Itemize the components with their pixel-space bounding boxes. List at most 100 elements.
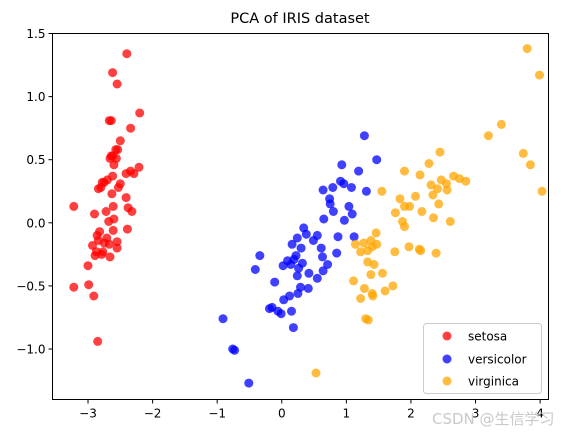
point-versicolor-48 xyxy=(303,283,313,293)
point-versicolor-41 xyxy=(318,266,328,276)
point-virginica-57 xyxy=(363,315,373,325)
point-versicolor-24 xyxy=(287,239,297,249)
point-versicolor-16 xyxy=(339,215,349,225)
point-setosa-9 xyxy=(113,145,123,155)
point-virginica-18 xyxy=(377,186,387,196)
point-setosa-52 xyxy=(83,261,93,271)
point-virginica-9 xyxy=(415,170,425,180)
point-versicolor-39 xyxy=(304,268,314,278)
watermark: CSDN @生信学习 xyxy=(432,410,555,428)
point-setosa-16 xyxy=(129,169,139,179)
point-virginica-47 xyxy=(366,270,376,280)
point-setosa-4 xyxy=(106,116,116,126)
point-setosa-46 xyxy=(104,239,114,249)
legend-marker-virginica xyxy=(442,376,452,386)
point-setosa-55 xyxy=(84,280,94,290)
y-tick-label-5: 1.5 xyxy=(26,27,45,41)
point-virginica-26 xyxy=(429,213,438,223)
point-versicolor-5 xyxy=(339,179,349,189)
point-virginica-28 xyxy=(434,199,444,209)
point-versicolor-35 xyxy=(286,260,296,269)
point-virginica-17 xyxy=(428,190,438,200)
point-virginica-29 xyxy=(445,217,455,226)
legend-marker-setosa xyxy=(442,331,452,341)
y-tick-label-1: −0.5 xyxy=(16,279,45,293)
point-virginica-0 xyxy=(522,44,532,54)
point-virginica-3 xyxy=(483,131,493,141)
point-virginica-2 xyxy=(496,119,506,129)
point-versicolor-38 xyxy=(250,265,260,274)
point-setosa-28 xyxy=(121,193,131,203)
point-versicolor-55 xyxy=(218,314,228,324)
point-versicolor-57 xyxy=(230,345,240,355)
point-setosa-56 xyxy=(89,291,99,301)
point-versicolor-42 xyxy=(312,273,322,283)
point-versicolor-12 xyxy=(344,201,354,211)
point-virginica-49 xyxy=(349,276,358,286)
point-versicolor-11 xyxy=(325,199,335,209)
point-virginica-7 xyxy=(525,160,535,170)
point-setosa-33 xyxy=(101,207,111,216)
point-versicolor-58 xyxy=(244,378,254,388)
point-versicolor-0 xyxy=(359,131,369,141)
point-versicolor-37 xyxy=(278,261,288,271)
legend-label-versicolor: versicolor xyxy=(468,353,527,367)
point-versicolor-1 xyxy=(337,160,347,170)
point-virginica-19 xyxy=(411,191,420,201)
point-virginica-40 xyxy=(404,242,414,252)
point-virginica-50 xyxy=(359,283,369,293)
point-setosa-14 xyxy=(134,162,144,172)
point-virginica-39 xyxy=(390,247,400,257)
point-versicolor-25 xyxy=(296,243,306,253)
point-virginica-21 xyxy=(442,185,452,195)
point-virginica-8 xyxy=(400,166,409,176)
point-virginica-6 xyxy=(424,159,434,168)
point-virginica-43 xyxy=(431,248,441,258)
plot-area: −3 −2 −1 0 1 2 3 4 −1.0 −0.5 0.0 0.5 1.0 1.5 xyxy=(16,27,549,421)
point-setosa-57 xyxy=(93,336,103,346)
point-setosa-31 xyxy=(108,201,118,211)
point-versicolor-6 xyxy=(328,183,338,192)
point-virginica-4 xyxy=(435,147,445,157)
point-versicolor-27 xyxy=(255,251,265,261)
point-versicolor-45 xyxy=(293,289,303,298)
point-setosa-17 xyxy=(121,169,131,179)
x-tick-label-2: −1 xyxy=(208,407,226,421)
point-virginica-38 xyxy=(363,246,373,256)
point-virginica-20 xyxy=(395,194,405,204)
point-versicolor-20 xyxy=(333,232,343,242)
legend-marker-versicolor xyxy=(442,354,452,364)
ticks-layer: −3 −2 −1 0 1 2 3 4 −1.0 −0.5 0.0 0.5 1.0 1.5 xyxy=(16,27,544,421)
point-setosa-5 xyxy=(135,108,145,118)
point-versicolor-2 xyxy=(372,155,382,165)
point-setosa-1 xyxy=(108,68,118,78)
points-layer xyxy=(69,44,547,388)
legend-box xyxy=(423,323,542,394)
y-tick-label-4: 1.0 xyxy=(26,90,45,104)
point-versicolor-8 xyxy=(347,183,356,192)
x-tick-label-5: 2 xyxy=(407,407,415,421)
point-versicolor-33 xyxy=(318,252,327,262)
point-versicolor-34 xyxy=(294,263,304,273)
point-versicolor-22 xyxy=(308,236,318,245)
point-setosa-27 xyxy=(107,189,117,199)
point-versicolor-54 xyxy=(288,323,298,333)
point-virginica-35 xyxy=(350,239,360,249)
point-versicolor-29 xyxy=(332,248,342,258)
point-versicolor-23 xyxy=(349,232,359,242)
point-setosa-50 xyxy=(98,247,108,257)
point-versicolor-50 xyxy=(265,304,274,314)
point-virginica-16 xyxy=(432,184,442,194)
point-versicolor-14 xyxy=(347,209,357,219)
point-versicolor-28 xyxy=(316,243,326,253)
x-tick-label-1: −2 xyxy=(144,407,162,421)
point-setosa-32 xyxy=(90,209,99,219)
point-setosa-25 xyxy=(96,183,106,192)
point-setosa-54 xyxy=(69,282,79,292)
x-tick-label-3: 0 xyxy=(278,407,286,421)
point-versicolor-13 xyxy=(328,207,338,216)
point-setosa-18 xyxy=(109,160,119,170)
point-setosa-34 xyxy=(127,207,137,216)
point-versicolor-15 xyxy=(319,214,329,224)
point-setosa-29 xyxy=(69,201,79,211)
